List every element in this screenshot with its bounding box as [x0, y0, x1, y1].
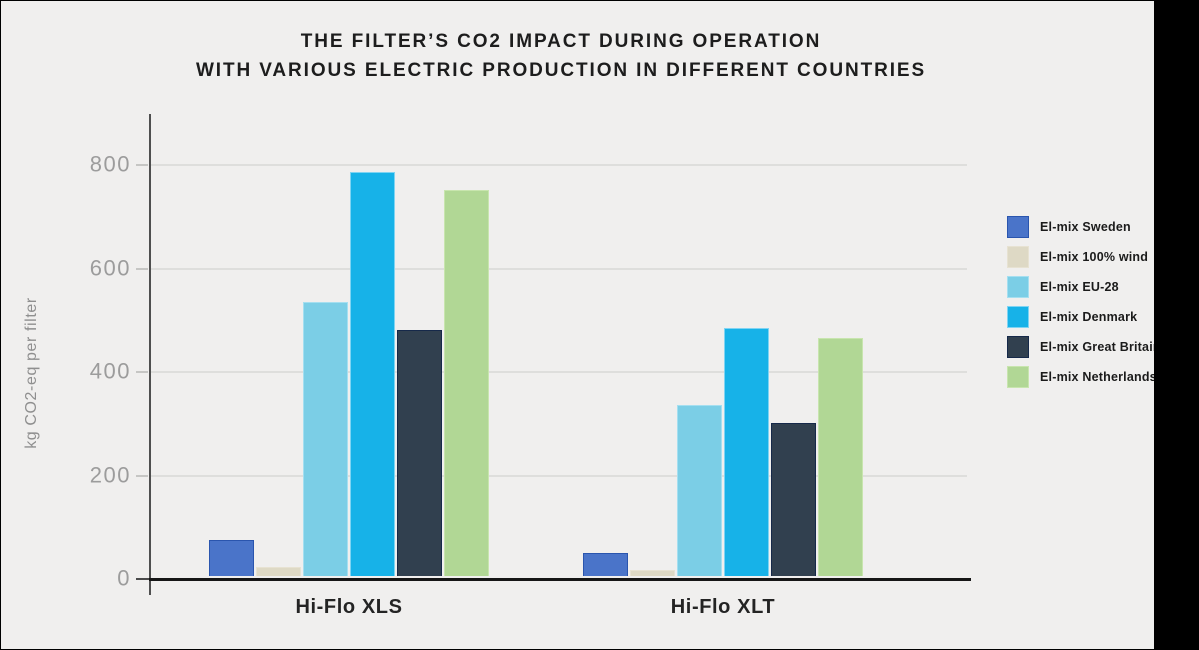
- category-label-hi-flo-xls: Hi-Flo XLS: [295, 596, 403, 618]
- bar-el-mix-netherlands-hi-flo-xlt: [818, 337, 863, 576]
- y-tick-label-600: 600: [89, 254, 131, 280]
- bar-el-mix-100-wind-hi-flo-xls: [256, 566, 301, 576]
- legend-item-el-mix-great-britain: El-mix Great Britain: [1007, 336, 1161, 358]
- legend-swatch-icon: [1007, 216, 1029, 238]
- bar-group-hi-flo-xlt: [583, 327, 863, 576]
- bar-el-mix-netherlands-hi-flo-xls: [444, 190, 489, 576]
- legend-label: El-mix Sweden: [1040, 220, 1131, 234]
- bar-group-hi-flo-xls: [209, 172, 489, 576]
- legend-item-el-mix-denmark: El-mix Denmark: [1007, 306, 1161, 328]
- legend-label: El-mix Denmark: [1040, 310, 1138, 324]
- legend-item-el-mix-eu-28: El-mix EU-28: [1007, 276, 1161, 298]
- bar-el-mix-sweden-hi-flo-xls: [209, 539, 254, 576]
- legend-swatch-icon: [1007, 276, 1029, 298]
- y-tick-label-0: 0: [117, 565, 131, 591]
- y-axis-line: [149, 114, 151, 595]
- legend-item-el-mix-100-wind: El-mix 100% wind: [1007, 246, 1161, 268]
- y-tick-label-400: 400: [89, 358, 131, 384]
- legend-item-el-mix-sweden: El-mix Sweden: [1007, 216, 1161, 238]
- bar-el-mix-eu-28-hi-flo-xls: [303, 301, 348, 576]
- legend-label: El-mix Great Britain: [1040, 340, 1161, 354]
- y-tick-mark-200: [136, 474, 148, 477]
- legend-swatch-icon: [1007, 366, 1029, 388]
- y-tick-mark-600: [136, 267, 148, 270]
- gridline-800: [151, 164, 967, 166]
- legend-label: El-mix 100% wind: [1040, 250, 1149, 264]
- y-tick-mark-400: [136, 371, 148, 373]
- legend-label: El-mix EU-28: [1040, 280, 1119, 294]
- chart-title-line-2: WITH VARIOUS ELECTRIC PRODUCTION IN DIFF…: [195, 60, 927, 81]
- legend-swatch-icon: [1007, 336, 1029, 358]
- bar-el-mix-eu-28-hi-flo-xlt: [677, 405, 722, 576]
- bar-el-mix-sweden-hi-flo-xlt: [583, 552, 628, 576]
- legend-swatch-icon: [1007, 306, 1029, 328]
- legend-swatch-icon: [1007, 246, 1029, 268]
- y-tick-label-200: 200: [89, 461, 131, 487]
- chart-title: THE FILTER’S CO2 IMPACT DURING OPERATION…: [1, 27, 1121, 85]
- y-tick-label-800: 800: [89, 151, 131, 177]
- chart-title-line-1: THE FILTER’S CO2 IMPACT DURING OPERATION: [300, 31, 822, 52]
- chart-canvas: THE FILTER’S CO2 IMPACT DURING OPERATION…: [1, 1, 1161, 649]
- gridline-400: [151, 371, 967, 373]
- category-label-hi-flo-xlt: Hi-Flo XLT: [670, 596, 776, 618]
- gridline-200: [151, 474, 967, 477]
- bar-el-mix-denmark-hi-flo-xls: [350, 172, 395, 576]
- bar-el-mix-100-wind-hi-flo-xlt: [630, 569, 675, 576]
- legend-item-el-mix-netherlands: El-mix Netherlands: [1007, 366, 1161, 388]
- bar-el-mix-denmark-hi-flo-xlt: [724, 327, 769, 576]
- y-axis-label: kg CO2-eq per filter: [23, 297, 40, 449]
- x-axis-line: [149, 578, 971, 581]
- bar-el-mix-great-britain-hi-flo-xlt: [771, 423, 816, 576]
- legend: El-mix Sweden El-mix 100% wind El-mix EU-2…: [1007, 216, 1161, 396]
- y-tick-mark-0: [136, 578, 159, 580]
- legend-label: El-mix Netherlands: [1040, 370, 1157, 384]
- gridline-600: [151, 267, 967, 270]
- bar-el-mix-great-britain-hi-flo-xls: [397, 330, 442, 576]
- black-strip: [1154, 0, 1199, 650]
- y-tick-mark-800: [136, 164, 148, 166]
